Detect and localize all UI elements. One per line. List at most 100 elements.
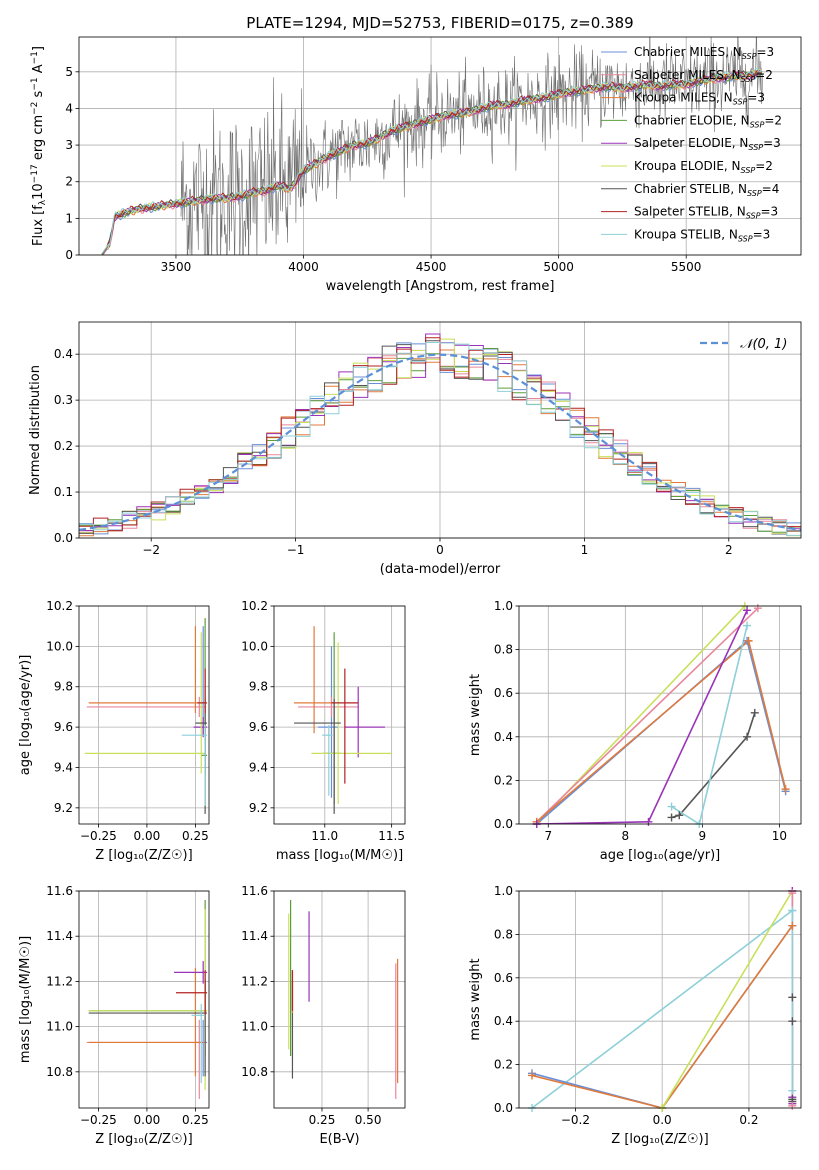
mass-weight-marker xyxy=(743,732,752,741)
x-axis-label: (data-model)/error xyxy=(380,562,501,577)
y-tick-label: 3 xyxy=(65,138,73,152)
legend-label: Salpeter MILES, NSSP=2 xyxy=(634,68,773,84)
y-tick-label: 9.2 xyxy=(249,801,268,815)
legend-label: Salpeter STELIB, NSSP=3 xyxy=(634,205,778,221)
mass-weight-line xyxy=(671,712,756,819)
mass-weight-marker xyxy=(743,621,752,630)
x-tick-label: 11.0 xyxy=(311,829,338,843)
legend-label: Kroupa MILES, NSSP=3 xyxy=(634,91,765,107)
x-tick-label: 0.00 xyxy=(134,1113,161,1127)
mass-weight-line xyxy=(671,625,748,824)
legend-label: 𝒩(0, 1) xyxy=(740,337,787,352)
model-spectrum-line xyxy=(101,70,763,255)
y-axis-label: Normed distribution xyxy=(28,365,43,495)
plot-area-mass_vs_Z xyxy=(86,900,208,1099)
figure-title: PLATE=1294, MJD=52753, FIBERID=0175, z=0… xyxy=(246,14,633,32)
axes-frame xyxy=(78,605,210,825)
y-tick-label: 0.2 xyxy=(494,773,513,787)
x-tick-label: 5500 xyxy=(671,260,702,274)
model-spectrum-line xyxy=(101,69,762,255)
mass-weight-line xyxy=(531,909,793,1108)
axes-age_vs_Z: −0.25 0.00 0.25 9.2 9.4 9.6 9.8 10.0 10.2 Z [log₁… xyxy=(18,599,210,863)
spectrum-legend: Chabrier MILES, NSSP=3 Salpeter MILES, NS… xyxy=(601,45,782,243)
y-tick-label: 11.6 xyxy=(241,884,268,898)
y-tick-label: 11.0 xyxy=(241,1020,268,1034)
mass-weight-marker xyxy=(781,785,790,794)
x-tick-label: −2 xyxy=(142,543,160,557)
legend-label: Chabrier ELODIE, NSSP=2 xyxy=(634,113,782,129)
x-tick-label: 1 xyxy=(581,543,589,557)
y-tick-label: 0.4 xyxy=(494,730,513,744)
x-axis-label: Z [log₁₀(Z/Z☉)] xyxy=(95,1132,192,1147)
mass-weight-line xyxy=(531,925,793,1108)
mass-weight-marker xyxy=(788,993,797,1002)
y-tick-label: 10.2 xyxy=(46,599,73,613)
legend-label: Chabrier MILES, NSSP=3 xyxy=(634,45,774,61)
y-axis-label: Flux [fλ10−17 erg cm−2 s−1 A−1] xyxy=(30,46,48,246)
y-tick-label: 9.4 xyxy=(54,760,73,774)
plot-area-residuals xyxy=(79,333,801,537)
y-tick-label: 0.6 xyxy=(494,686,513,700)
y-tick-label: 10.8 xyxy=(241,1065,268,1079)
y-axis-label: mass weight xyxy=(468,958,483,1040)
x-tick-label: 0.2 xyxy=(739,1113,758,1127)
mass-weight-marker xyxy=(788,1101,797,1110)
mass-weight-marker xyxy=(675,811,684,820)
y-tick-label: 0.0 xyxy=(494,1101,513,1115)
x-tick-label: −0.25 xyxy=(80,1113,117,1127)
x-tick-label: 10 xyxy=(772,829,787,843)
axes-frame xyxy=(78,321,802,539)
y-tick-label: 0.2 xyxy=(54,439,73,453)
y-tick-label: 9.2 xyxy=(54,801,73,815)
axes-weight_vs_age: 7 8 9 10 0.0 0.2 0.4 0.6 0.8 1.0 age [log₁₀(age/yr… xyxy=(468,599,802,863)
model-spectrum-line xyxy=(101,67,763,254)
x-axis-label: mass [log₁₀(M/M☉)] xyxy=(276,848,403,863)
x-tick-label: 0.00 xyxy=(134,829,161,843)
axes-mass_vs_ebv: 0.25 0.50 10.8 11.0 11.2 11.4 11.6 E(B-V) xyxy=(241,884,406,1147)
y-tick-label: 1.0 xyxy=(494,884,513,898)
y-tick-label: 1.0 xyxy=(494,599,513,613)
y-tick-label: 0.4 xyxy=(54,347,73,361)
y-tick-label: 0.8 xyxy=(494,643,513,657)
y-tick-label: 0.2 xyxy=(494,1058,513,1072)
y-tick-label: 0.0 xyxy=(494,817,513,831)
y-tick-label: 11.2 xyxy=(46,974,73,988)
mass-weight-marker xyxy=(788,906,797,915)
mass-weight-marker xyxy=(743,606,752,615)
plot-area-spectrum xyxy=(101,37,763,255)
x-tick-label: −0.2 xyxy=(561,1113,590,1127)
y-tick-label: 11.2 xyxy=(241,974,268,988)
x-tick-label: 3500 xyxy=(161,260,192,274)
mass-weight-marker xyxy=(667,813,676,822)
legend-label: Kroupa STELIB, NSSP=3 xyxy=(634,227,770,243)
mass-weight-line xyxy=(536,607,759,823)
mass-weight-marker xyxy=(667,802,676,811)
x-tick-label: −0.25 xyxy=(80,829,117,843)
residual-histogram xyxy=(79,342,801,536)
mass-weight-line xyxy=(661,891,793,1108)
axes-residuals: −2 −1 0 1 2 0.0 0.1 0.2 0.3 0.4 𝒩(0, 1) (data-model… xyxy=(28,321,802,577)
x-tick-label: 5000 xyxy=(543,260,574,274)
axes-frame xyxy=(518,890,802,1109)
mass-weight-marker xyxy=(788,921,797,930)
y-tick-label: 9.6 xyxy=(249,720,268,734)
mass-weight-marker xyxy=(788,1017,797,1026)
x-tick-label: 0.50 xyxy=(355,1113,382,1127)
y-tick-label: 0.6 xyxy=(494,971,513,985)
x-axis-label: Z [log₁₀(Z/Z☉)] xyxy=(95,848,192,863)
y-tick-label: 0.8 xyxy=(494,927,513,941)
x-tick-label: 0.0 xyxy=(653,1113,672,1127)
mass-weight-marker xyxy=(744,636,753,645)
x-axis-label: E(B-V) xyxy=(319,1132,359,1147)
axes-age_vs_mass: 11.0 11.5 9.2 9.4 9.6 9.8 10.0 10.2 mass [log₁₀(… xyxy=(241,599,406,863)
y-tick-label: 11.6 xyxy=(46,884,73,898)
x-tick-label: 2 xyxy=(725,543,733,557)
y-tick-label: 11.4 xyxy=(241,929,268,943)
plot-area-age_vs_Z xyxy=(84,618,208,814)
x-tick-label: 11.5 xyxy=(378,829,405,843)
x-axis-label: wavelength [Angstrom, rest frame] xyxy=(326,279,555,294)
y-tick-label: 0.0 xyxy=(54,531,73,545)
mass-weight-marker xyxy=(528,1071,537,1080)
x-tick-label: 9 xyxy=(699,829,707,843)
